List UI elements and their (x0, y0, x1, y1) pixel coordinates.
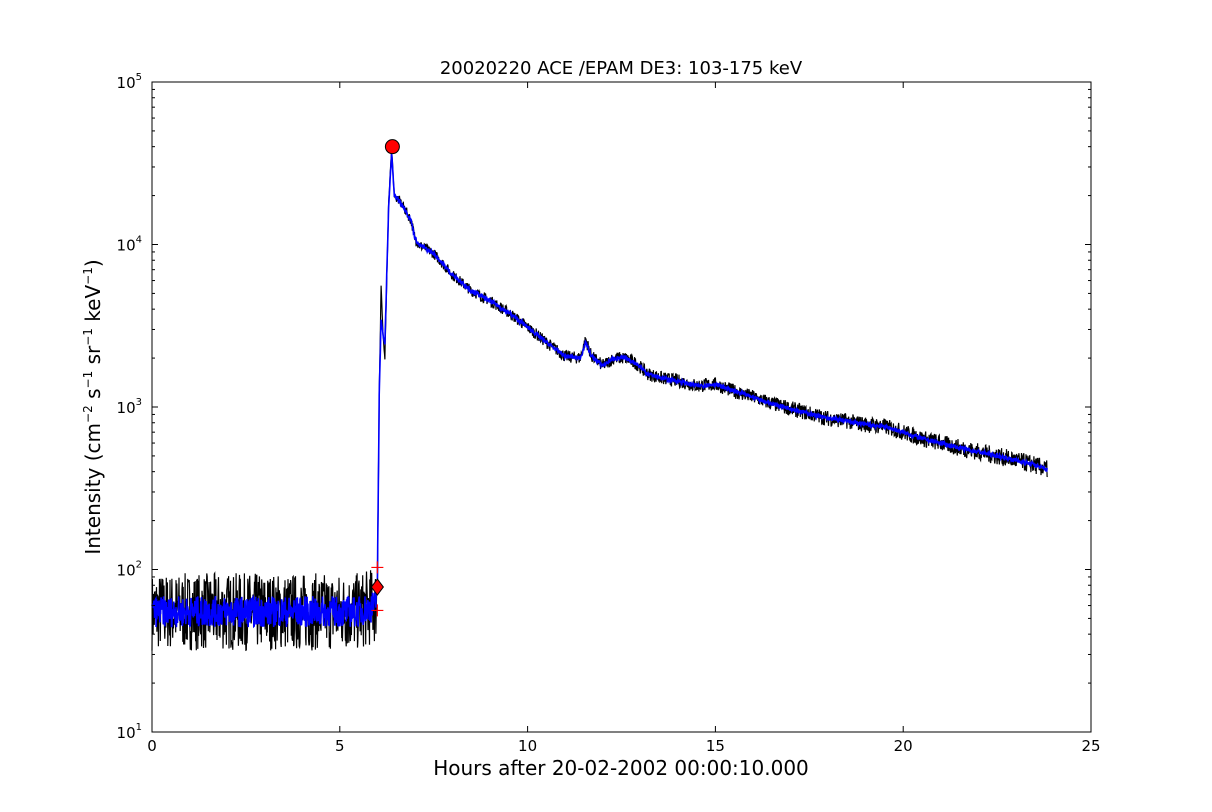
x-tick-label: 5 (335, 737, 345, 755)
onset-lower-marker (371, 604, 384, 617)
onset-marker (370, 578, 384, 596)
y-label-part: s (81, 388, 105, 405)
plot-area (151, 139, 1049, 652)
x-axis-label: Hours after 20-02-2002 00:00:10.000 (433, 756, 809, 780)
y-label-part: keV (81, 285, 105, 329)
y-tick-label: 102 (117, 560, 142, 580)
x-tick-label: 25 (1081, 737, 1100, 755)
y-tick-label: 104 (117, 235, 142, 255)
y-label-end: ) (81, 259, 105, 267)
y-label-main: Intensity (cm (81, 423, 105, 555)
onset-upper-marker (371, 561, 384, 574)
peak-marker (384, 139, 400, 155)
y-tick-label: 105 (117, 72, 142, 92)
chart-title: 20020220 ACE /EPAM DE3: 103-175 keV (440, 58, 803, 79)
y-label-sup: −2 (81, 405, 95, 423)
axes: 0 5 10 15 20 25 101 102 103 104 105 (117, 72, 1101, 755)
y-tick-label: 101 (117, 722, 142, 742)
y-label-part: sr (81, 345, 105, 371)
x-tick-label: 10 (518, 737, 537, 755)
y-label-sup: −1 (81, 267, 95, 285)
smoothed-intensity-line (151, 152, 1049, 629)
y-label-sup: −1 (81, 328, 95, 346)
y-axis-label: Intensity (cm−2 s−1 sr−1 keV−1) (81, 259, 105, 554)
x-tick-label: 20 (894, 737, 913, 755)
y-label-sup: −1 (81, 371, 95, 389)
x-tick-label: 0 (147, 737, 157, 755)
y-tick-label: 103 (117, 397, 142, 417)
x-tick-label: 15 (706, 737, 725, 755)
